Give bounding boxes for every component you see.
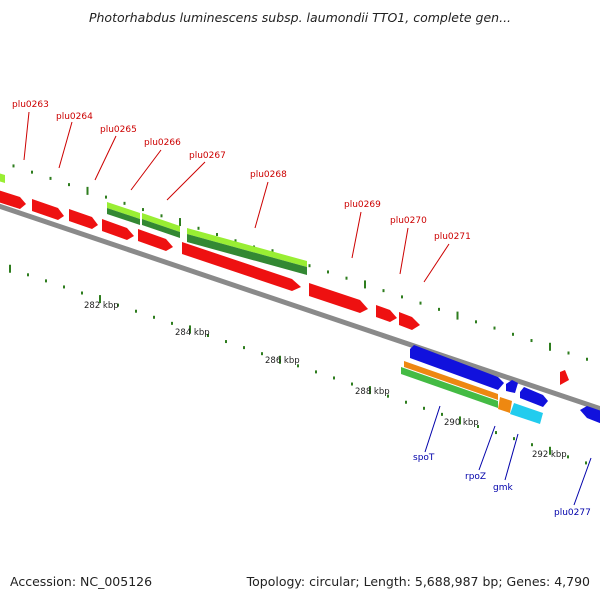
gene-label-rpoZ[interactable]: rpoZ xyxy=(465,472,486,482)
gene-label-plu0271[interactable]: plu0271 xyxy=(434,232,471,242)
gene-label-plu0266[interactable]: plu0266 xyxy=(144,138,181,148)
scale-label: 288 kbp xyxy=(355,387,390,397)
scale-label: 282 kbp xyxy=(84,301,119,311)
gene-label-plu0270[interactable]: plu0270 xyxy=(390,216,427,226)
scale-label: 292 kbp xyxy=(532,450,567,460)
gene-band[interactable] xyxy=(498,397,512,413)
gene-label-leaders-top xyxy=(23,111,450,283)
gene-label-plu0277[interactable]: plu0277 xyxy=(554,508,591,518)
scale-label: 290 kbp xyxy=(444,418,479,428)
accession-text: Accession: NC_005126 xyxy=(10,574,153,589)
genome-backbone xyxy=(0,203,600,412)
gene-arrow[interactable] xyxy=(560,370,569,385)
gene-label-plu0264[interactable]: plu0264 xyxy=(56,112,93,122)
map-title: Photorhabdus luminescens subsp. laumondi… xyxy=(88,10,512,25)
gene-label-plu0268[interactable]: plu0268 xyxy=(250,170,287,180)
gene-arrow[interactable] xyxy=(0,189,26,209)
gene-band[interactable] xyxy=(401,367,498,408)
gene-band[interactable] xyxy=(142,219,180,238)
gene-label-gmk[interactable]: gmk xyxy=(493,483,513,493)
gene-band[interactable] xyxy=(107,202,140,219)
gene-label-plu0265[interactable]: plu0265 xyxy=(100,125,137,135)
gene-label-spoT[interactable]: spoT xyxy=(413,453,435,463)
gene-label-leaders-bottom xyxy=(424,405,592,506)
gene-band[interactable] xyxy=(510,403,543,424)
gene-arrow[interactable] xyxy=(138,229,173,251)
scale-labels: 282 kbp 284 kbp 286 kbp 288 kbp 290 kbp … xyxy=(84,301,567,460)
scale-label: 284 kbp xyxy=(175,328,210,338)
scale-label: 286 kbp xyxy=(265,356,300,366)
gene-band[interactable] xyxy=(187,234,307,275)
gene-features xyxy=(0,172,600,427)
gene-band[interactable] xyxy=(0,172,5,183)
gene-arrow[interactable] xyxy=(376,305,397,322)
inner-tick-row xyxy=(9,264,587,465)
gene-arrow[interactable] xyxy=(506,380,518,393)
gene-arrow[interactable] xyxy=(32,199,64,220)
gene-arrow[interactable] xyxy=(309,283,368,313)
gene-band[interactable] xyxy=(187,228,307,267)
gene-arrow[interactable] xyxy=(410,345,504,390)
gene-arrow[interactable] xyxy=(580,406,600,427)
genome-summary-text: Topology: circular; Length: 5,688,987 bp… xyxy=(246,574,590,589)
gene-arrow[interactable] xyxy=(399,312,420,330)
gene-arrow[interactable] xyxy=(102,219,134,240)
gene-label-plu0267[interactable]: plu0267 xyxy=(189,151,226,161)
gene-arrow[interactable] xyxy=(520,387,548,407)
gene-arrow[interactable] xyxy=(182,242,301,291)
gene-band[interactable] xyxy=(142,213,180,232)
gene-band[interactable] xyxy=(107,208,140,225)
gene-arrow[interactable] xyxy=(69,209,98,229)
gene-label-plu0263[interactable]: plu0263 xyxy=(12,100,49,110)
gene-band[interactable] xyxy=(404,361,498,400)
gene-label-plu0269[interactable]: plu0269 xyxy=(344,200,381,210)
